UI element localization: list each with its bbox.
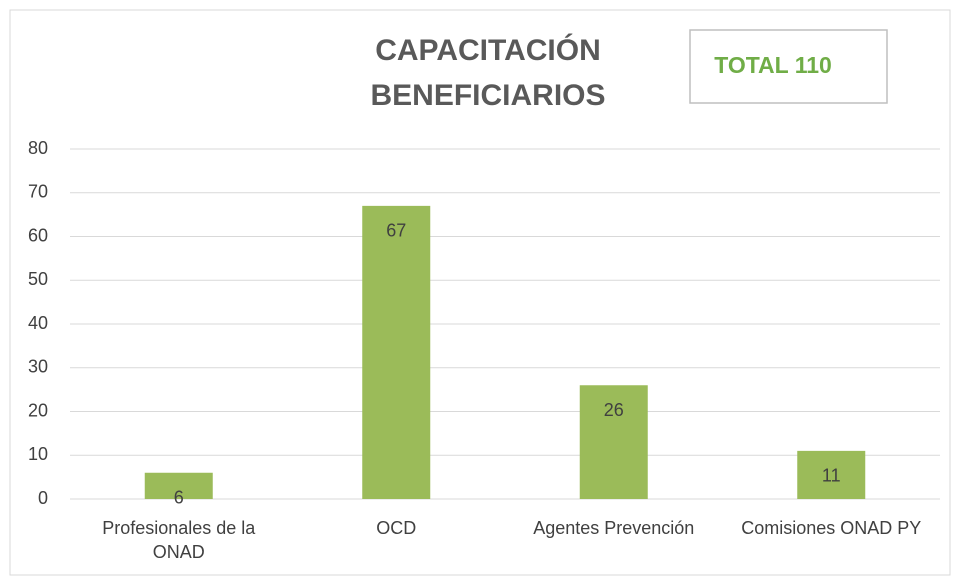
y-tick-label: 0 (38, 488, 48, 508)
annotation-box (689, 29, 888, 104)
annotation: TOTAL 110 (714, 52, 832, 78)
y-tick-label: 50 (28, 269, 48, 289)
data-label: 67 (386, 221, 406, 241)
bar (362, 205, 431, 499)
x-tick-label: Profesionales de la ONAD (102, 518, 256, 562)
chart-title: BENEFICIARIOS (370, 79, 605, 112)
y-tick-label: 60 (28, 225, 48, 245)
x-tick-label: OCD (376, 518, 417, 538)
y-tick-label: 10 (28, 444, 48, 464)
data-label: 6 (174, 488, 184, 508)
bar (797, 450, 866, 499)
bar (144, 472, 213, 499)
bar (579, 385, 648, 499)
x-tick-label: Agentes Prevención (533, 518, 695, 538)
y-tick-label: 40 (28, 313, 48, 333)
y-tick-label: 70 (28, 182, 48, 202)
y-tick-label: 80 (28, 138, 48, 158)
y-tick-label: 30 (28, 357, 48, 377)
chart-border (9, 9, 951, 576)
chart-title: CAPACITACIÓN (375, 33, 601, 67)
x-tick-label: Comisiones ONAD PY (741, 518, 922, 538)
y-tick-label: 20 (28, 400, 48, 420)
data-label: 11 (822, 466, 841, 486)
data-label: 26 (604, 400, 624, 420)
